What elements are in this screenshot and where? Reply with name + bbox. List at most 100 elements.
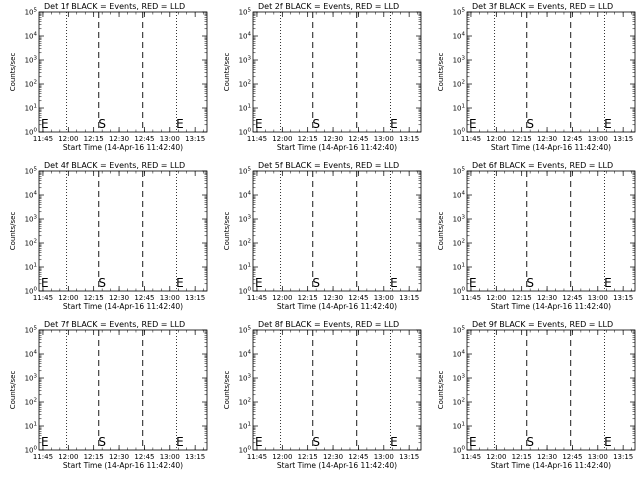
panel-det-2: Det 2f BLACK = Events, RED = LLD 100 101 10… [223,2,422,152]
x-tick-label: 12:30 [537,135,557,143]
x-axis-label: Start Time (14-Apr-16 11:42:40) [63,143,183,152]
x-tick-label: 11:45 [33,135,53,143]
panel-title: Det 3f BLACK = Events, RED = LLD [472,2,613,11]
x-axis-label: Start Time (14-Apr-16 11:42:40) [277,302,397,311]
x-tick-label: 12:15 [298,135,318,143]
y-tick-label: 105 [453,167,466,176]
x-tick-label: 12:15 [298,453,318,461]
x-tick-label: 12:30 [109,135,129,143]
y-tick-label: 102 [239,239,251,248]
y-axis-label: Counts/sec [9,53,17,92]
x-tick-label: 13:00 [374,453,394,461]
y-tick-label: 104 [25,32,38,41]
y-tick-label: 104 [25,350,38,359]
y-axis-label: Counts/sec [437,212,445,251]
y-tick-label: 105 [25,8,38,17]
x-tick-label: 12:15 [84,135,104,143]
x-tick-label: 11:45 [461,294,481,302]
event-marker-e: E [255,276,263,290]
x-tick-label: 13:00 [160,294,180,302]
x-tick-label: 12:45 [134,294,154,302]
x-tick-label: 11:45 [247,294,267,302]
x-tick-label: 12:45 [562,135,582,143]
x-axis-label: Start Time (14-Apr-16 11:42:40) [277,143,397,152]
y-tick-label: 100 [453,446,466,455]
x-tick-label: 11:45 [461,135,481,143]
y-tick-label: 101 [25,422,37,431]
x-tick-label: 13:00 [374,135,394,143]
x-tick-label: 12:00 [58,135,78,143]
plot-frame [38,170,208,292]
plot-frame [466,170,636,292]
x-tick-label: 13:00 [160,453,180,461]
x-tick-label: 12:45 [348,135,368,143]
event-marker-s: S [526,435,534,449]
event-marker-s: S [98,276,106,290]
y-axis-label: Counts/sec [9,371,17,410]
y-tick-label: 103 [453,374,466,383]
panel-title: Det 2f BLACK = Events, RED = LLD [258,2,399,11]
event-marker-e: E [604,276,612,290]
y-tick-label: 102 [25,80,37,89]
plot-frame [252,329,422,451]
y-axis-label: Counts/sec [437,371,445,410]
y-tick-label: 104 [453,191,466,200]
y-tick-label: 102 [453,80,465,89]
event-marker-e: E [390,117,398,131]
x-tick-label: 12:30 [109,453,129,461]
x-tick-label: 13:15 [399,135,419,143]
x-tick-label: 12:00 [486,294,506,302]
x-axis-label: Start Time (14-Apr-16 11:42:40) [63,302,183,311]
plot-frame [252,170,422,292]
panel-title: Det 5f BLACK = Events, RED = LLD [258,161,399,170]
plot-frame [466,329,636,451]
y-axis-label: Counts/sec [9,212,17,251]
x-tick-label: 13:00 [160,135,180,143]
y-tick-label: 103 [239,215,252,224]
x-tick-label: 11:45 [247,453,267,461]
y-tick-label: 105 [25,326,38,335]
x-tick-label: 12:00 [58,453,78,461]
y-tick-label: 100 [453,128,466,137]
y-tick-label: 100 [239,287,252,296]
panel-title: Det 7f BLACK = Events, RED = LLD [44,320,185,329]
x-axis-label: Start Time (14-Apr-16 11:42:40) [491,461,611,470]
event-marker-s: S [98,117,106,131]
y-tick-label: 101 [453,263,465,272]
x-tick-label: 11:45 [461,453,481,461]
y-tick-label: 100 [453,287,466,296]
y-axis-label: Counts/sec [223,371,231,410]
y-tick-label: 104 [453,350,466,359]
event-marker-e: E [41,435,49,449]
panel-det-8: Det 8f BLACK = Events, RED = LLD 100 101 10… [223,320,422,470]
panel-title: Det 8f BLACK = Events, RED = LLD [258,320,399,329]
event-marker-e: E [255,435,263,449]
event-marker-e: E [176,276,184,290]
y-tick-label: 103 [25,374,38,383]
y-tick-label: 100 [25,128,38,137]
y-tick-label: 104 [239,191,252,200]
panel-det-3: Det 3f BLACK = Events, RED = LLD 100 101 10… [437,2,636,152]
y-tick-label: 100 [239,128,252,137]
x-tick-label: 13:00 [588,294,608,302]
y-tick-label: 101 [25,263,37,272]
y-tick-label: 100 [25,446,38,455]
y-tick-label: 105 [25,167,38,176]
y-tick-label: 101 [453,104,465,113]
x-tick-label: 11:45 [33,453,53,461]
x-tick-label: 12:00 [272,453,292,461]
x-tick-label: 12:15 [512,453,532,461]
event-marker-s: S [526,276,534,290]
x-tick-label: 13:15 [185,294,205,302]
y-tick-label: 100 [239,446,252,455]
x-tick-label: 13:15 [613,453,633,461]
event-marker-s: S [526,117,534,131]
plot-frame [38,11,208,133]
event-marker-e: E [390,435,398,449]
panel-det-7: Det 7f BLACK = Events, RED = LLD 100 101 10… [9,320,208,470]
x-tick-label: 12:45 [348,453,368,461]
x-tick-label: 12:45 [134,453,154,461]
y-tick-label: 105 [239,167,252,176]
y-tick-label: 105 [453,8,466,17]
event-marker-e: E [469,435,477,449]
